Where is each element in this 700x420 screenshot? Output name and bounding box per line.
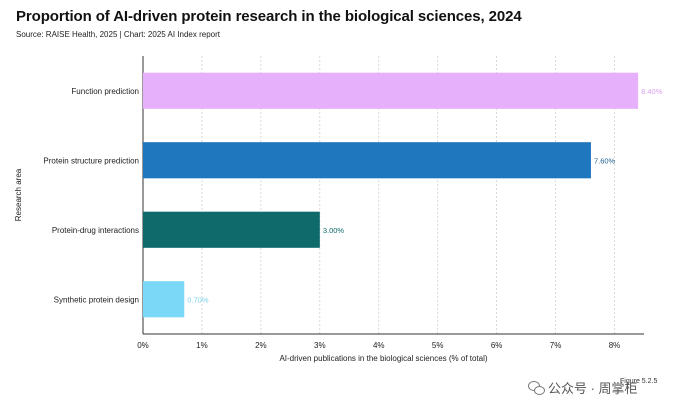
category-label: Protein structure prediction bbox=[43, 156, 139, 165]
figure-label: Figure 5.2.5 bbox=[620, 378, 658, 385]
bar bbox=[143, 281, 185, 318]
x-tick-label: 2% bbox=[255, 341, 267, 350]
chart-subtitle: Source: RAISE Health, 2025 | Chart: 2025… bbox=[16, 30, 220, 39]
x-tick-label: 0% bbox=[137, 341, 149, 350]
chart-title: Proportion of AI-driven protein research… bbox=[16, 8, 522, 25]
bar bbox=[143, 142, 591, 179]
category-label: Synthetic protein design bbox=[54, 295, 139, 304]
x-tick-label: 1% bbox=[196, 341, 208, 350]
bar bbox=[143, 211, 320, 248]
value-label: 0.70% bbox=[187, 295, 209, 304]
y-axis-title: Research area bbox=[14, 168, 23, 221]
category-label: Protein-drug interactions bbox=[52, 226, 139, 235]
x-tick-label: 6% bbox=[491, 341, 503, 350]
watermark-text: 公众号 · 周掌柜 bbox=[548, 381, 638, 396]
value-label: 3.00% bbox=[323, 226, 345, 235]
x-tick-label: 5% bbox=[432, 341, 444, 350]
x-tick-label: 3% bbox=[314, 341, 326, 350]
x-axis-title: AI-driven publications in the biological… bbox=[279, 354, 487, 363]
wechat-icon bbox=[528, 381, 545, 395]
bar bbox=[143, 72, 639, 109]
x-tick-label: 4% bbox=[373, 341, 385, 350]
x-tick-label: 8% bbox=[609, 341, 621, 350]
x-tick-label: 7% bbox=[550, 341, 562, 350]
category-label: Function prediction bbox=[71, 87, 139, 96]
value-label: 7.60% bbox=[594, 156, 616, 165]
watermark: 公众号 · 周掌柜 bbox=[528, 378, 638, 397]
value-label: 8.40% bbox=[641, 87, 663, 96]
